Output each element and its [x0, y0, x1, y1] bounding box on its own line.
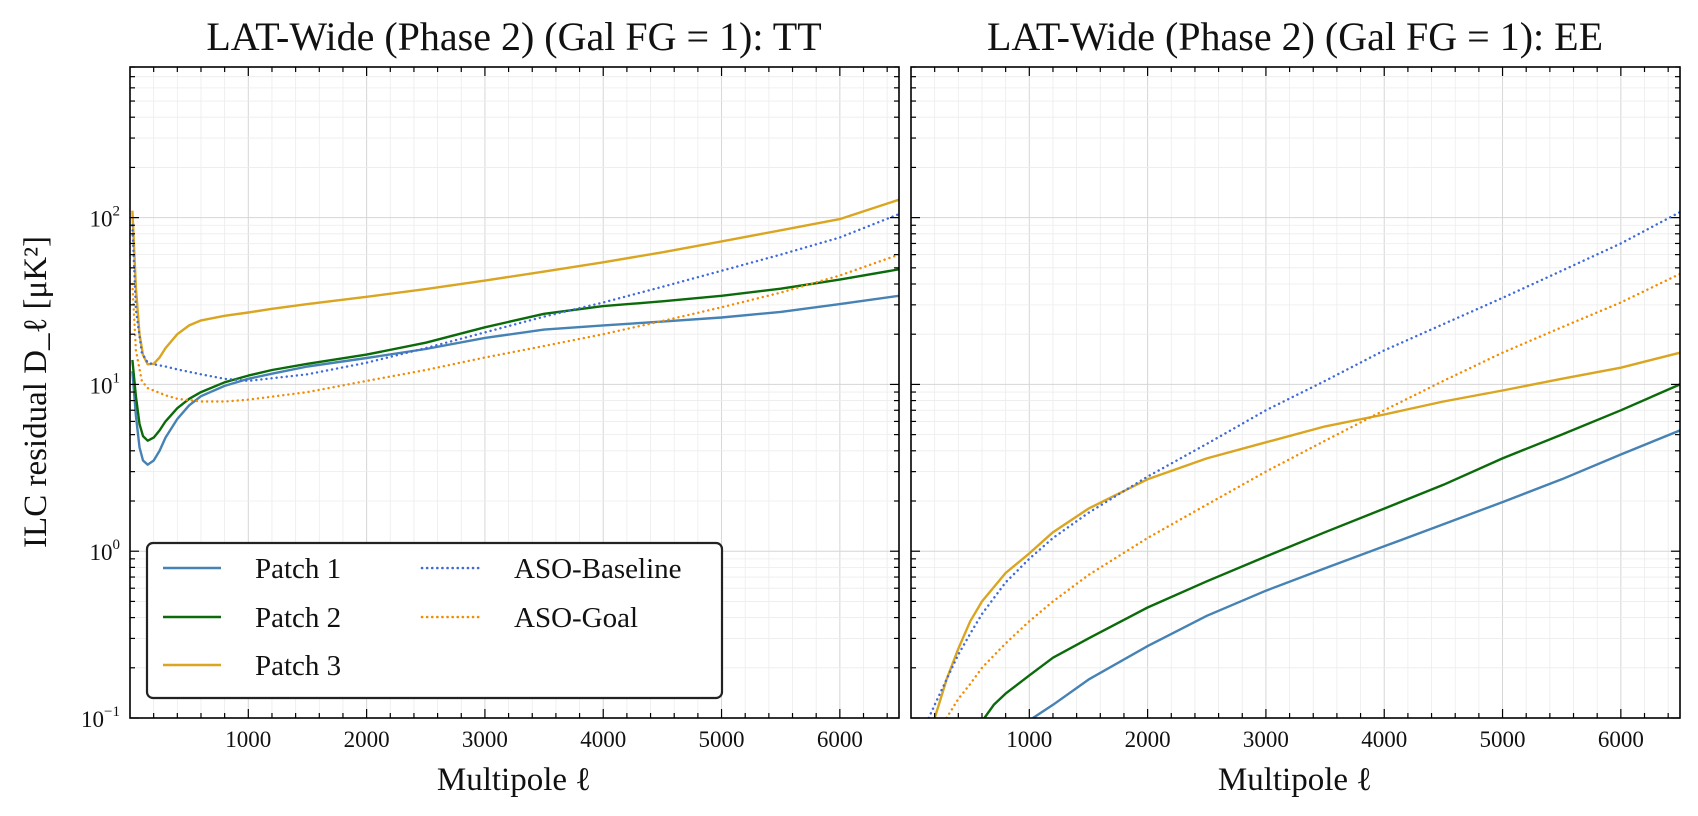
tt-lines: [131, 198, 899, 466]
ee-plot-area: [911, 67, 1680, 718]
y-tick-label: 10−1: [81, 704, 120, 732]
tt-y-axis-label: ILC residual D_ℓ [μK²]: [18, 236, 54, 548]
tt-series-aso-goal: [131, 253, 899, 403]
tt-title: LAT-Wide (Phase 2) (Gal FG = 1): TT: [206, 14, 821, 59]
ee-axes-frame: [910, 66, 1681, 719]
y-tick-label: 101: [90, 370, 121, 398]
ee-series-patch-1: [1032, 429, 1680, 718]
tt-series-aso-baseline: [131, 212, 899, 383]
x-tick-label: 1000: [1006, 727, 1052, 752]
ee-panel: 1000 2000 3000 4000 5000 6000 LAT-Wide (Phase…: [910, 14, 1681, 798]
x-tick-label: 5000: [699, 727, 745, 752]
x-tick-label: 3000: [1243, 727, 1289, 752]
ee-title: LAT-Wide (Phase 2) (Gal FG = 1): EE: [987, 14, 1603, 59]
x-tick-label: 6000: [817, 727, 863, 752]
y-tick-label: 100: [90, 537, 121, 565]
x-tick-label: 4000: [580, 727, 626, 752]
x-tick-label: 4000: [1361, 727, 1407, 752]
legend-label: ASO-Goal: [514, 602, 638, 634]
tt-series-patch-1: [131, 294, 899, 466]
legend-label: Patch 1: [255, 553, 341, 585]
tt-series-patch-2: [131, 268, 899, 442]
legend-box: [145, 541, 724, 700]
tt-x-axis-label: Multipole ℓ: [437, 762, 591, 798]
x-tick-label: 3000: [462, 727, 508, 752]
ee-series-aso-goal: [945, 272, 1680, 718]
legend-label: Patch 2: [255, 602, 341, 634]
ee-grid: [911, 66, 1680, 719]
ee-x-axis-label: Multipole ℓ: [1218, 762, 1372, 798]
x-tick-label: 2000: [344, 727, 390, 752]
ee-lines: [927, 210, 1680, 718]
y-tick-label: 102: [90, 204, 121, 232]
legend-label: Patch 3: [255, 650, 341, 682]
x-tick-label: 6000: [1598, 727, 1644, 752]
tt-series-patch-3: [131, 198, 899, 366]
tt-axes-frame: [129, 66, 900, 719]
legend: Patch 1 Patch 2 Patch 3 ASO-Baseline ASO-Goa…: [145, 541, 724, 700]
ee-series-patch-2: [983, 383, 1680, 718]
tt-ticks: 1000 2000 3000 4000 5000 6000 10−1 100 101 102: [81, 66, 899, 752]
ee-ticks: 1000 2000 3000 4000 5000 6000: [911, 66, 1680, 752]
x-tick-label: 5000: [1480, 727, 1526, 752]
x-tick-label: 1000: [225, 727, 271, 752]
x-tick-label: 2000: [1125, 727, 1171, 752]
legend-label: ASO-Baseline: [514, 553, 682, 585]
